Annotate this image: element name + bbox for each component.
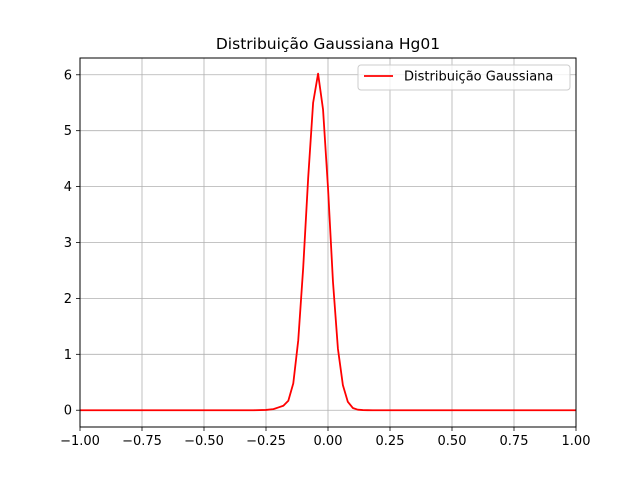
x-tick-label: 0.50 <box>438 434 467 449</box>
y-tick-label: 6 <box>64 68 72 83</box>
x-tick-label: 0.00 <box>314 434 343 449</box>
x-tick-label: −0.75 <box>122 434 162 449</box>
x-tick-label: 0.25 <box>376 434 405 449</box>
y-axis: 0 1 2 3 4 5 6 <box>64 68 80 419</box>
y-tick-label: 3 <box>64 236 72 251</box>
legend-box <box>357 64 571 91</box>
grid-lines <box>79 58 577 427</box>
y-tick-label: 1 <box>64 348 72 363</box>
y-tick-label: 0 <box>64 404 72 419</box>
y-tick-label: 5 <box>64 124 72 139</box>
chart-title: Distribuição Gaussiana Hg01 <box>216 35 440 53</box>
x-tick-label: −0.25 <box>246 434 286 449</box>
series-lines <box>80 72 576 412</box>
y-tick-label: 2 <box>64 292 72 307</box>
x-tick-label: −1.00 <box>60 434 100 449</box>
x-tick-label: 1.00 <box>562 434 591 449</box>
legend: Distribuição Gaussiana <box>357 64 571 91</box>
series-line <box>80 72 576 412</box>
x-axis: −1.00 −0.75 −0.50 −0.25 0.00 0.25 0.50 0.75 1.00 <box>60 427 590 449</box>
x-tick-label: 0.75 <box>500 434 529 449</box>
x-tick-label: −0.50 <box>184 434 224 449</box>
legend-label: Distribuição Gaussiana <box>404 70 553 85</box>
y-tick-label: 4 <box>64 180 72 195</box>
